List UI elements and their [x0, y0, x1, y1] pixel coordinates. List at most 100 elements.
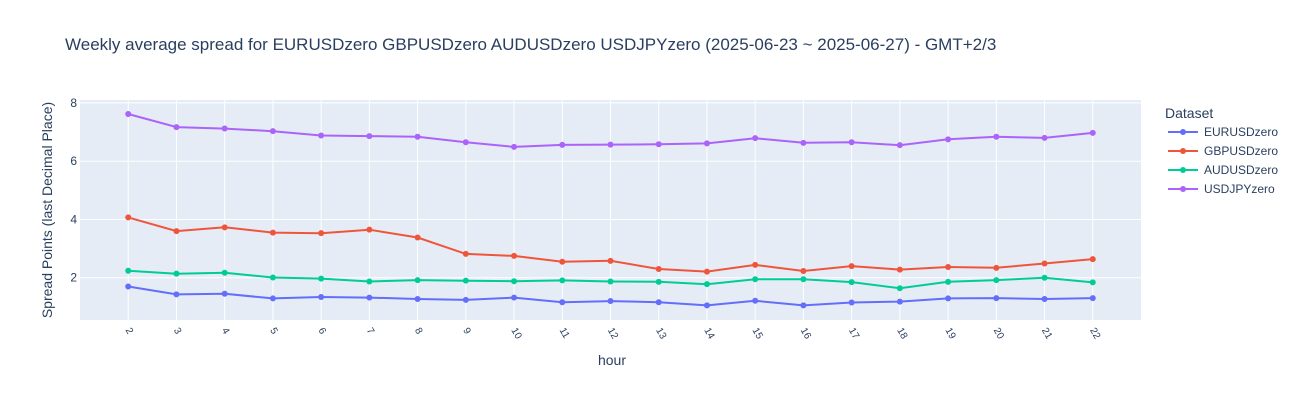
data-point-gbpusdzero: [896, 266, 903, 273]
data-point-gbpusdzero: [318, 230, 325, 237]
data-point-usdjpyzero: [655, 141, 662, 148]
x-tick-label: 13: [653, 326, 668, 342]
x-tick-label: 10: [508, 326, 523, 342]
data-point-usdjpyzero: [221, 125, 228, 132]
data-point-gbpusdzero: [848, 263, 855, 270]
data-point-eurusdzero: [1089, 295, 1096, 302]
data-point-gbpusdzero: [221, 224, 228, 231]
x-tick-label: 12: [605, 326, 620, 342]
data-point-usdjpyzero: [752, 135, 759, 142]
data-point-usdjpyzero: [896, 142, 903, 149]
legend-label: USDJPYzero: [1204, 182, 1275, 196]
data-point-gbpusdzero: [655, 266, 662, 273]
data-point-usdjpyzero: [800, 139, 807, 146]
y-tick-label: 4: [70, 212, 77, 226]
x-tick-label: 20: [991, 326, 1006, 342]
data-point-eurusdzero: [269, 295, 276, 302]
data-point-gbpusdzero: [414, 234, 421, 241]
x-tick-label: 11: [557, 326, 572, 341]
data-point-eurusdzero: [366, 294, 373, 301]
data-point-gbpusdzero: [800, 268, 807, 275]
data-point-gbpusdzero: [607, 257, 614, 264]
data-point-gbpusdzero: [1089, 256, 1096, 263]
data-point-audusdzero: [173, 270, 180, 277]
y-tick-labels: 2 4 6 8: [70, 96, 77, 285]
legend-item-eurusdzero[interactable]: EURUSDzero: [1168, 125, 1278, 139]
data-point-usdjpyzero: [559, 141, 566, 148]
legend-swatch-marker: [1180, 186, 1186, 192]
data-point-audusdzero: [896, 285, 903, 292]
data-point-usdjpyzero: [607, 141, 614, 148]
data-point-gbpusdzero: [559, 258, 566, 265]
data-point-eurusdzero: [752, 297, 759, 304]
data-point-audusdzero: [511, 278, 518, 285]
data-point-gbpusdzero: [173, 228, 180, 235]
data-point-audusdzero: [414, 277, 421, 284]
data-point-audusdzero: [607, 278, 614, 285]
data-point-audusdzero: [752, 276, 759, 283]
data-point-usdjpyzero: [414, 133, 421, 140]
y-tick-label: 2: [70, 271, 77, 285]
x-tick-label: 5: [267, 326, 280, 337]
x-tick-label: 8: [412, 326, 425, 337]
x-tick-label: 4: [219, 326, 232, 337]
legend-label: AUDUSDzero: [1204, 163, 1278, 177]
data-point-eurusdzero: [655, 299, 662, 306]
x-tick-label: 3: [171, 326, 184, 337]
data-point-eurusdzero: [896, 298, 903, 305]
data-point-eurusdzero: [607, 298, 614, 305]
legend-swatch-marker: [1180, 148, 1186, 154]
x-tick-label: 14: [701, 326, 716, 342]
data-point-eurusdzero: [125, 283, 132, 290]
legend-label: GBPUSDzero: [1204, 144, 1278, 158]
data-point-usdjpyzero: [993, 133, 1000, 140]
data-point-eurusdzero: [414, 296, 421, 303]
x-tick-label: 9: [460, 326, 473, 337]
data-point-usdjpyzero: [1041, 134, 1048, 141]
data-point-eurusdzero: [511, 294, 518, 301]
legend-item-usdjpyzero[interactable]: USDJPYzero: [1168, 182, 1275, 196]
legend: Dataset EURUSDzero GBPUSDzero AUDUSDzero US…: [1165, 105, 1278, 196]
data-point-gbpusdzero: [125, 214, 132, 221]
data-point-audusdzero: [993, 277, 1000, 284]
y-axis-title: Spread Points (last Decimal Place): [39, 102, 55, 318]
data-point-gbpusdzero: [511, 252, 518, 259]
x-tick-label: 17: [846, 326, 861, 342]
data-point-gbpusdzero: [945, 263, 952, 270]
x-axis-title: hour: [598, 352, 626, 368]
x-tick-label: 2: [123, 326, 136, 337]
legend-item-gbpusdzero[interactable]: GBPUSDzero: [1168, 144, 1278, 158]
series-group: [125, 110, 1096, 309]
data-point-audusdzero: [945, 278, 952, 285]
data-point-usdjpyzero: [1089, 129, 1096, 136]
x-tick-label: 18: [894, 326, 909, 342]
data-point-audusdzero: [462, 277, 469, 284]
data-point-usdjpyzero: [173, 124, 180, 131]
data-point-gbpusdzero: [366, 226, 373, 233]
data-point-usdjpyzero: [703, 140, 710, 147]
chart-title: Weekly average spread for EURUSDzero GBP…: [65, 35, 996, 54]
data-point-audusdzero: [1041, 274, 1048, 281]
data-point-audusdzero: [655, 278, 662, 285]
data-point-eurusdzero: [318, 293, 325, 300]
data-point-eurusdzero: [173, 291, 180, 298]
data-point-audusdzero: [848, 279, 855, 286]
data-point-usdjpyzero: [511, 143, 518, 150]
data-point-gbpusdzero: [752, 261, 759, 268]
x-tick-label: 7: [364, 326, 377, 337]
y-tick-label: 6: [70, 154, 77, 168]
data-point-eurusdzero: [945, 295, 952, 302]
data-point-audusdzero: [269, 274, 276, 281]
x-tick-label: 16: [798, 326, 813, 342]
data-point-gbpusdzero: [269, 229, 276, 236]
x-tick-labels: 2 3 4 5 6 7 8 9 10 11 12 13 14 15 16 17 18 19 20 21 22: [123, 326, 1103, 342]
data-point-audusdzero: [800, 276, 807, 283]
data-point-eurusdzero: [800, 302, 807, 309]
data-point-audusdzero: [125, 267, 132, 274]
legend-swatch-marker: [1180, 167, 1186, 173]
legend-item-audusdzero[interactable]: AUDUSDzero: [1168, 163, 1278, 177]
data-point-usdjpyzero: [366, 133, 373, 140]
y-tick-label: 8: [70, 96, 77, 110]
data-point-usdjpyzero: [269, 128, 276, 135]
